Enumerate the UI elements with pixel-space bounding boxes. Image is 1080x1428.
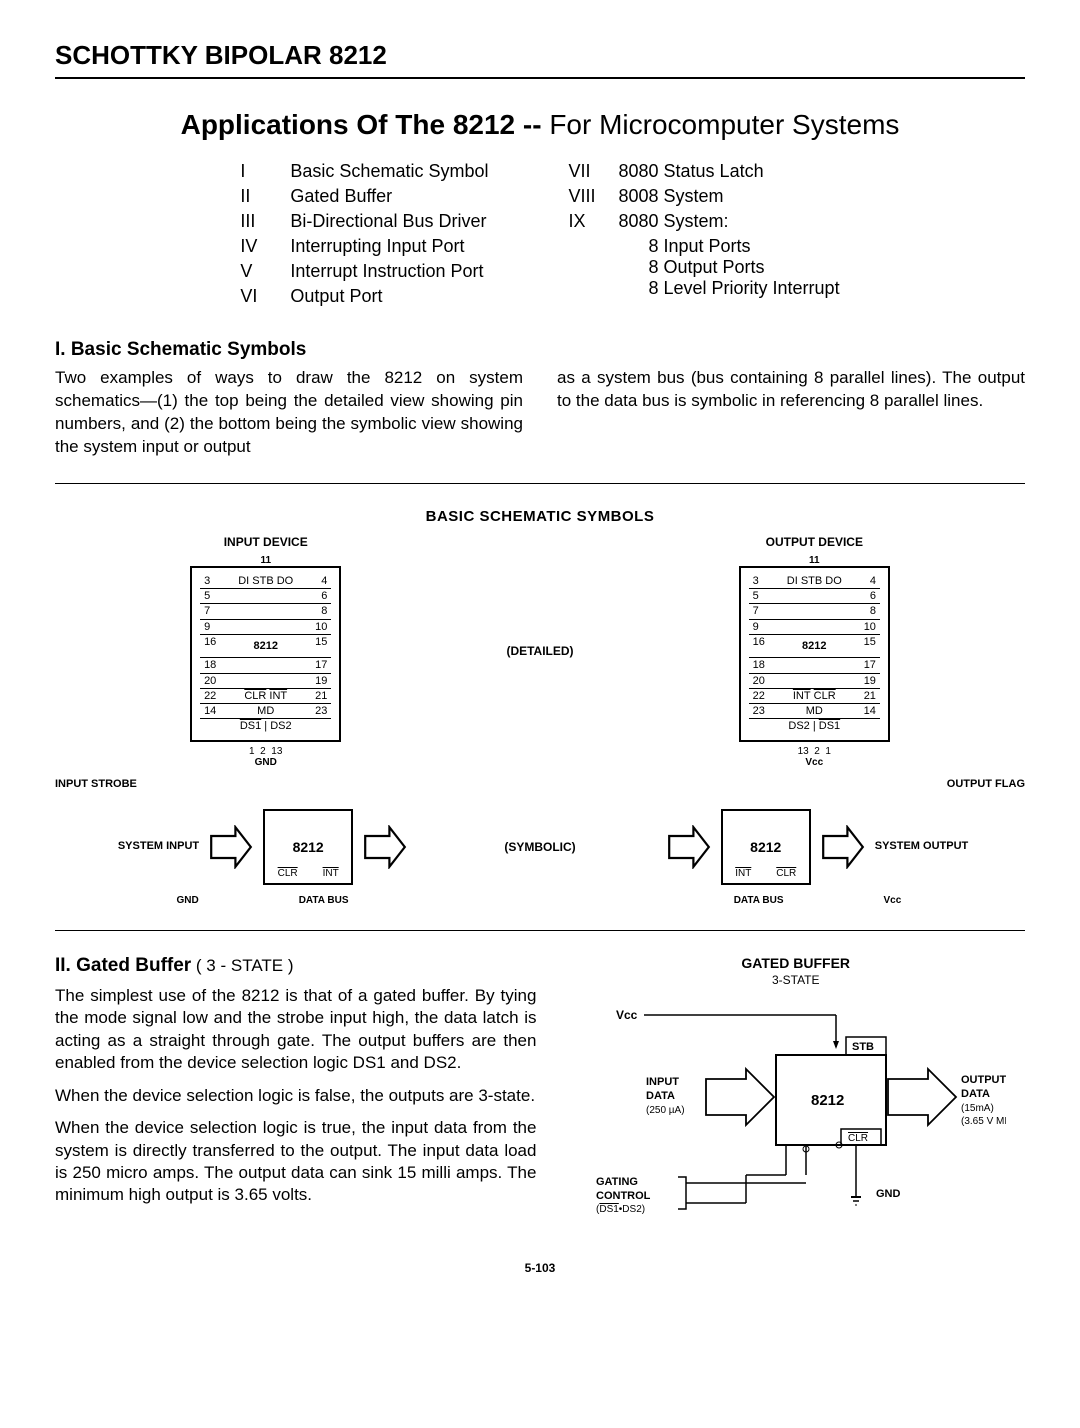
output-device-label: OUTPUT DEVICE bbox=[604, 535, 1025, 549]
page-number: 5-103 bbox=[55, 1261, 1025, 1275]
rule1 bbox=[55, 483, 1025, 484]
symbolic-output-box: 8212 INTCLR bbox=[721, 809, 811, 885]
arrow-right-icon bbox=[209, 825, 253, 869]
section2: II. Gated Buffer ( 3 - STATE ) The simpl… bbox=[55, 955, 1025, 1227]
svg-text:DATA: DATA bbox=[646, 1090, 675, 1102]
svg-text:OUTPUT: OUTPUT bbox=[961, 1074, 1006, 1086]
chip-output-detailed: 3DI STB DO4 56 78 910 16821215 1817 2019… bbox=[739, 566, 890, 742]
sec1-col2: as a system bus (bus containing 8 parall… bbox=[557, 367, 1025, 459]
svg-text:INPUT: INPUT bbox=[646, 1076, 679, 1088]
page-header: SCHOTTKY BIPOLAR 8212 bbox=[55, 40, 1025, 79]
symbolic-input-box: 8212 CLRINT bbox=[263, 809, 353, 885]
svg-text:CLR: CLR bbox=[848, 1133, 868, 1144]
system-input-label: SYSTEM INPUT bbox=[118, 840, 199, 853]
svg-text:STB: STB bbox=[852, 1041, 874, 1053]
sec2-p2: When the device selection logic is false… bbox=[55, 1085, 536, 1107]
svg-text:Vcc: Vcc bbox=[616, 1008, 638, 1022]
svg-text:GND: GND bbox=[876, 1188, 901, 1200]
sec1-col1: Two examples of ways to draw the 8212 on… bbox=[55, 367, 523, 459]
svg-text:(250 µA): (250 µA) bbox=[646, 1105, 685, 1116]
svg-text:GATING: GATING bbox=[596, 1176, 638, 1188]
gb-sub: 3-STATE bbox=[566, 973, 1025, 987]
svg-text:(DS1•DS2): (DS1•DS2) bbox=[596, 1204, 645, 1215]
sec2-p1: The simplest use of the 8212 is that of … bbox=[55, 985, 536, 1075]
title-reg: For Microcomputer Systems bbox=[549, 109, 899, 140]
sec1-heading: I. Basic Schematic Symbols bbox=[55, 339, 1025, 361]
svg-text:(3.65 V MIN): (3.65 V MIN) bbox=[961, 1116, 1006, 1127]
svg-text:DATA: DATA bbox=[961, 1088, 990, 1100]
svg-text:8212: 8212 bbox=[811, 1092, 844, 1109]
system-output-label: SYSTEM OUTPUT bbox=[875, 840, 969, 853]
output-flag-label: OUTPUT FLAG bbox=[570, 778, 1025, 791]
symbolic-label: (SYMBOLIC) bbox=[490, 840, 590, 854]
symbolic-row: SYSTEM INPUT 8212 CLRINT (SYMBOLIC) 8212… bbox=[55, 809, 1025, 885]
main-title: Applications Of The 8212 -- For Microcom… bbox=[55, 109, 1025, 141]
detailed-label: (DETAILED) bbox=[506, 535, 573, 768]
input-device-label: INPUT DEVICE bbox=[55, 535, 476, 549]
detailed-row: INPUT DEVICE 11 3DI STB DO4 56 78 910 16… bbox=[55, 535, 1025, 768]
arrow-right-icon bbox=[363, 825, 407, 869]
rule2 bbox=[55, 930, 1025, 931]
toc-left: IBasic Schematic Symbol IIGated Buffer I… bbox=[240, 161, 488, 311]
fig1-title: BASIC SCHEMATIC SYMBOLS bbox=[55, 508, 1025, 525]
gb-title: GATED BUFFER bbox=[566, 955, 1025, 971]
chip-input-detailed: 3DI STB DO4 56 78 910 16821215 1817 2019… bbox=[190, 566, 341, 742]
sec2-p3: When the device selection logic is true,… bbox=[55, 1117, 536, 1207]
gated-buffer-diagram: Vcc STB 8212 INPUT DATA (250 µA) OUTPUT … bbox=[566, 997, 1025, 1227]
input-strobe-label: INPUT STROBE bbox=[55, 778, 510, 791]
svg-text:CONTROL: CONTROL bbox=[596, 1190, 651, 1202]
sec2-heading: II. Gated Buffer ( 3 - STATE ) bbox=[55, 955, 536, 977]
toc-right: VII8080 Status Latch VIII8008 System IX8… bbox=[568, 161, 839, 311]
toc: IBasic Schematic Symbol IIGated Buffer I… bbox=[55, 161, 1025, 311]
sec1-body: Two examples of ways to draw the 8212 on… bbox=[55, 367, 1025, 459]
svg-text:(15mA): (15mA) bbox=[961, 1103, 994, 1114]
arrow-right-icon bbox=[667, 825, 711, 869]
arrow-right-icon bbox=[821, 825, 865, 869]
title-bold: Applications Of The 8212 -- bbox=[181, 109, 550, 140]
